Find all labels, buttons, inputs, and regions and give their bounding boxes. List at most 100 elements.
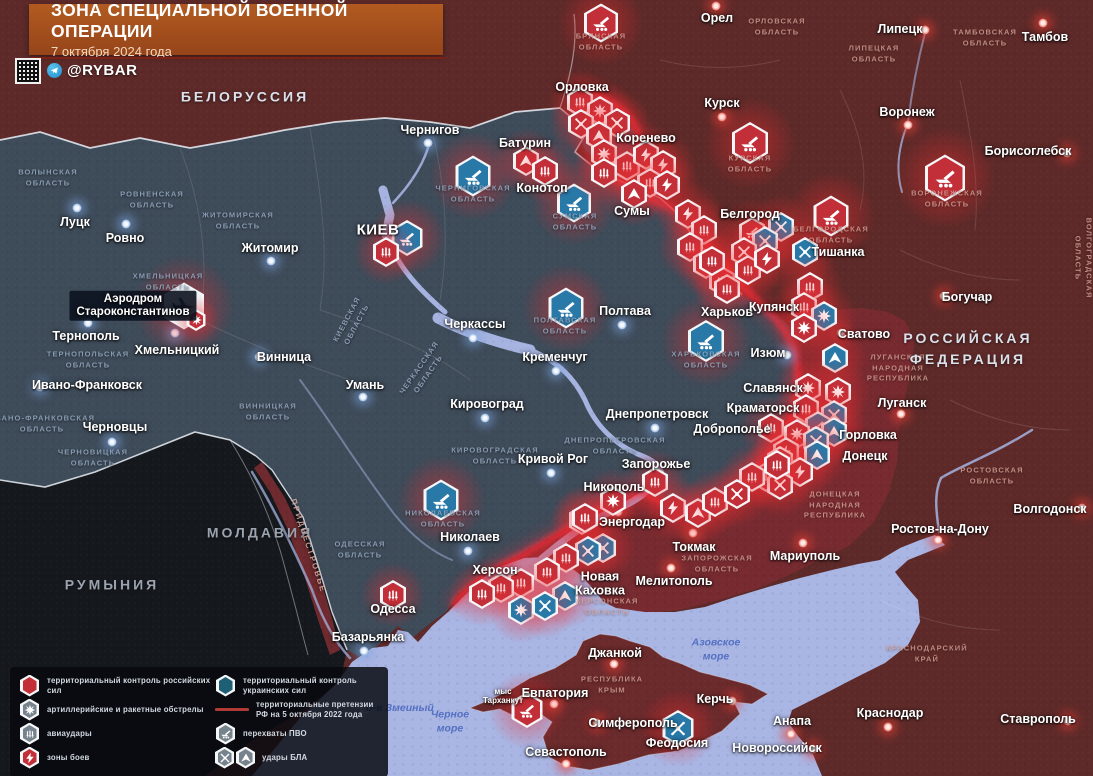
region-label: ХМЕЛЬНИЦКАЯ ОБЛАСТЬ — [132, 271, 204, 292]
city-dot — [1038, 18, 1048, 28]
marker-bombs-hex — [359, 559, 427, 631]
city-label: Харьков — [700, 304, 754, 319]
city-label: Ивано-Франковск — [32, 377, 142, 392]
city-label: Липецк — [877, 21, 923, 36]
claims-line-icon — [215, 708, 249, 711]
city-label: Доброполье — [693, 421, 771, 436]
city-label: Донецк — [842, 448, 888, 463]
marker-aa-hex — [395, 450, 487, 550]
city-label: Купянск — [748, 299, 800, 314]
city-label: Энергодар — [598, 514, 666, 529]
uav-icons — [215, 746, 255, 769]
city-label: Базарьянка — [331, 629, 405, 644]
city-dot — [546, 468, 556, 478]
country-label: РОССИЙСКАЯ ФЕДЕРАЦИЯ — [903, 330, 1033, 367]
country-label: РУМЫНИЯ — [64, 576, 160, 593]
hex-bombs-glyph — [20, 722, 39, 745]
city-label: Коренево — [616, 130, 676, 145]
city-label: Днепропетровск — [605, 406, 709, 421]
city-dot — [609, 659, 619, 669]
city-label: Чернигов — [400, 122, 460, 137]
city-label: Запорожье — [621, 456, 691, 471]
qr-code — [15, 58, 41, 84]
city-dot — [83, 318, 93, 328]
legend-item-claims-line: территориальные претензии РФ на 5 октябр… — [215, 698, 379, 721]
marker-dronex-hex — [703, 458, 771, 530]
map-title: ЗОНА СПЕЦИАЛЬНОЙ ВОЕННОЙ ОПЕРАЦИИ — [51, 0, 348, 41]
city-label: Одесса — [370, 601, 416, 616]
city-label: Батурин — [498, 135, 552, 150]
uav-delta-icon — [236, 746, 255, 769]
city-label: Богучар — [941, 289, 993, 304]
city-dot — [468, 333, 478, 343]
legend-item-airstrikes: авиаудары — [19, 722, 215, 745]
uav-x-icon — [215, 746, 234, 769]
region-label: ТЕРНОПОЛЬСКАЯ ОБЛАСТЬ — [46, 349, 130, 370]
city-dot — [798, 538, 808, 548]
map-date: 7 октября 2024 года — [51, 44, 172, 59]
city-label: Полтава — [599, 303, 651, 318]
region-label: СУМСКАЯ ОБЛАСТЬ — [552, 211, 598, 232]
city-label: Житомир — [241, 240, 299, 255]
city-dot — [883, 722, 893, 732]
marker-aa-hex — [893, 121, 997, 235]
city-label: Никополь — [583, 479, 645, 494]
region-label: ЛИПЕЦКАЯ ОБЛАСТЬ — [848, 43, 900, 64]
city-label: Черновцы — [82, 419, 148, 434]
hex-red-glyph — [20, 674, 39, 697]
country-label: МОЛДАВИЯ — [206, 524, 314, 541]
region-label: ПОЛТАВСКАЯ ОБЛАСТЬ — [533, 315, 597, 336]
city-dot — [561, 759, 571, 769]
city-label: Волгодонск — [1013, 501, 1087, 516]
air-defense-icon — [215, 722, 236, 745]
city-label: Новороссийск — [732, 740, 822, 755]
city-label: Николаев — [440, 529, 500, 544]
city-label: Сумы — [614, 203, 650, 218]
city-label: Тишанка — [811, 244, 865, 259]
marker-aa-hex — [486, 666, 568, 754]
region-label: ХАРЬКОВСКАЯ ОБЛАСТЬ — [671, 349, 741, 370]
city-label: КИЕВ — [356, 221, 400, 239]
region-label: КУРСКАЯ ОБЛАСТЬ — [727, 153, 773, 174]
hex-blue-glyph — [216, 674, 235, 697]
city-label: Орел — [700, 10, 734, 25]
city-label: мыс Тарханкут — [482, 686, 524, 705]
region-label: ВОЛГОГРАДСКАЯ ОБЛАСТЬ — [1074, 217, 1093, 299]
city-label: Горловка — [839, 427, 897, 442]
marker-bombs-hex — [352, 216, 420, 288]
region-label: ЧЕРНОВИЦКАЯ ОБЛАСТЬ — [57, 447, 129, 468]
city-dot — [1077, 503, 1087, 513]
region-label: ВОРОНЕЖСКАЯ ОБЛАСТЬ — [911, 188, 983, 209]
city-label: Воронеж — [879, 104, 935, 119]
hex-aa-glyph — [216, 722, 235, 745]
legend-item-russian-control: территориальный контроль российских сил — [19, 674, 215, 697]
banner-underline — [30, 57, 445, 59]
city-label: Ровно — [105, 230, 145, 245]
legend-item-combat-zones: зоны боев — [19, 746, 215, 769]
region-label: БРЯНСКАЯ ОБЛАСТЬ — [575, 31, 627, 52]
marker-dronex-hex — [637, 684, 719, 772]
region-label: ЛУГАНСКАЯ НАРОДНАЯ РЕСПУБЛИКА — [866, 352, 930, 383]
city-dot — [786, 729, 796, 739]
city-dot — [617, 320, 627, 330]
city-dot — [711, 1, 721, 11]
city-dot — [463, 546, 473, 556]
sea-label: Черное море — [430, 708, 470, 734]
combat-zone-icon — [19, 746, 40, 769]
city-label: Мелитополь — [635, 573, 713, 588]
telegram-icon — [47, 63, 62, 78]
city-label: Ставрополь — [1000, 711, 1076, 726]
city-label: Анапа — [772, 713, 812, 728]
hex-burst-glyph — [20, 698, 39, 721]
watermark: @RYBAR — [67, 62, 138, 79]
marker-dronex-hex — [511, 570, 579, 642]
city-label: Белгород — [720, 206, 780, 221]
region-label: ЗАПОРОЖСКАЯ ОБЛАСТЬ — [681, 553, 753, 574]
city-label: Орловка — [555, 79, 609, 94]
region-label: БЕЛГОРОДСКАЯ ОБЛАСТЬ — [793, 224, 869, 245]
region-label: КИРОВОГРАДСКАЯ ОБЛАСТЬ — [451, 445, 539, 466]
region-label: ДНЕПРОПЕТРОВСКАЯ ОБЛАСТЬ — [564, 435, 666, 456]
title-banner: ЗОНА СПЕЦИАЛЬНОЙ ВОЕННОЙ ОПЕРАЦИИ 7 октя… — [29, 0, 443, 59]
city-label: Ростов-на-Дону — [891, 521, 989, 536]
